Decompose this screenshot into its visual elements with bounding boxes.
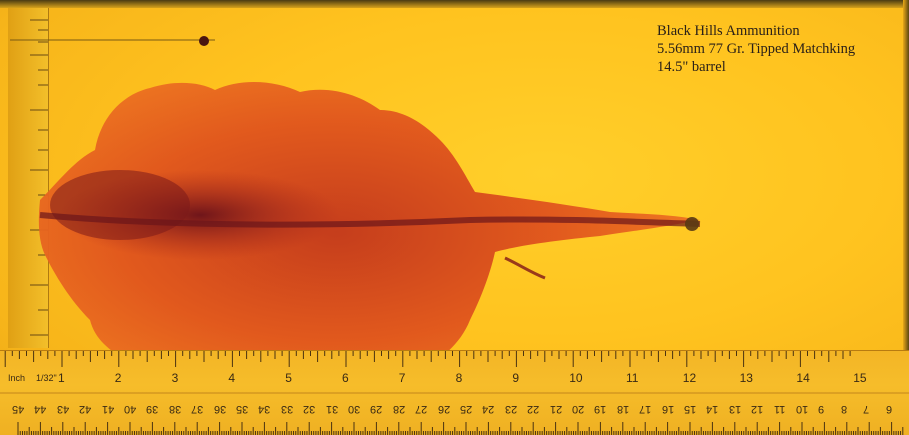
cm-label: 39 [146, 403, 159, 415]
cm-label: 10 [796, 403, 809, 415]
cm-label: 23 [504, 403, 518, 415]
bullet-track [39, 212, 701, 228]
cm-label: 29 [370, 403, 383, 415]
cm-label: 32 [303, 403, 316, 415]
caption-line-3: 14.5" barrel [657, 59, 726, 75]
cm-label: 8 [840, 403, 847, 415]
inch-label: 11 [626, 371, 639, 385]
inch-label: 10 [569, 371, 583, 385]
cm-label: 36 [213, 403, 226, 415]
inch-label: 1 [58, 371, 65, 385]
inch-label: 6 [342, 371, 349, 385]
cm-label: 44 [34, 403, 47, 415]
cm-label: 37 [191, 403, 204, 415]
cm-label: 40 [124, 403, 137, 415]
cm-label: 21 [549, 403, 562, 415]
photo-right-edge [903, 0, 909, 435]
cm-label: 19 [594, 403, 607, 415]
inch-label: 14 [796, 371, 810, 385]
inch-label: 2 [114, 371, 122, 385]
fissure [504, 256, 546, 280]
caption: Black Hills Ammunition 5.56mm 77 Gr. Tip… [657, 22, 855, 76]
cm-label: 43 [56, 403, 70, 415]
temporary-cavity [38, 81, 700, 416]
inch-label: 8 [455, 371, 463, 385]
cm-label: 7 [863, 403, 870, 415]
cm-label: 25 [460, 403, 473, 415]
cm-label: 26 [437, 403, 450, 415]
inch-label: 12 [682, 371, 697, 385]
cm-label: 27 [415, 403, 428, 415]
inch-label: 13 [739, 371, 753, 385]
cm-label: 41 [101, 403, 114, 415]
cm-label: 17 [639, 403, 652, 415]
cm-label: 30 [348, 403, 361, 415]
cm-label: 34 [258, 403, 271, 415]
cm-label: 22 [527, 403, 540, 415]
inch-unit-label: Inch [8, 373, 26, 383]
cm-label: 31 [325, 403, 338, 415]
inch-fraction-label: 1/32" [36, 373, 57, 383]
cm-label: 6 [885, 403, 892, 415]
cm-label: 9 [818, 403, 825, 415]
cm-label: 33 [280, 403, 294, 415]
horizontal-ruler: Inch 1/32" 1 2 3 4 5 6 7 8 9 10 11 12 13 14 15 45 44 43 4… [0, 350, 909, 435]
inch-label: 3 [171, 371, 179, 385]
cm-label: 18 [616, 403, 630, 415]
dark-core-left [50, 170, 190, 240]
cm-label: 35 [236, 403, 249, 415]
inch-label: 4 [228, 371, 236, 385]
photo-top-edge [0, 0, 909, 8]
cm-label: 11 [773, 403, 786, 415]
reference-dot [199, 36, 209, 46]
cm-label: 15 [684, 403, 697, 415]
vertical-ruler-ticks [30, 19, 48, 336]
vertical-ruler [8, 8, 49, 348]
inch-label: 7 [398, 371, 406, 385]
cm-label: 24 [482, 403, 495, 415]
cm-label: 20 [572, 403, 585, 415]
cm-label: 16 [661, 403, 674, 415]
inch-label: 9 [512, 371, 520, 385]
inch-label: 5 [285, 371, 292, 385]
cm-label: 14 [706, 403, 719, 415]
cm-label: 38 [168, 403, 182, 415]
caption-line-1: Black Hills Ammunition [657, 23, 800, 39]
bullet-fragment [685, 217, 699, 231]
cm-label: 13 [728, 403, 742, 415]
cm-label: 28 [392, 403, 406, 415]
ruler-ticks [0, 351, 909, 435]
cm-label: 12 [751, 403, 764, 415]
caption-line-2: 5.56mm 77 Gr. Tipped Matchking [657, 41, 856, 57]
cm-label: 42 [79, 403, 92, 415]
inch-label: 15 [853, 371, 867, 385]
cm-label: 45 [12, 403, 25, 415]
